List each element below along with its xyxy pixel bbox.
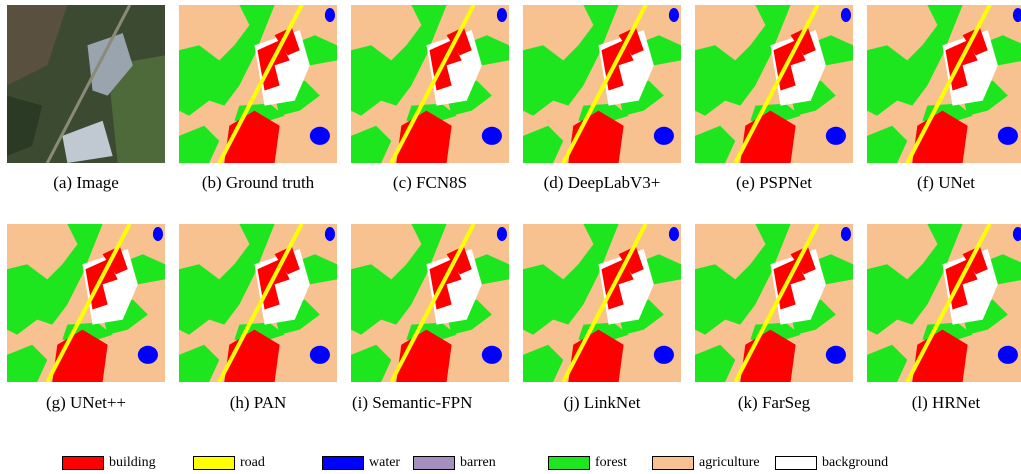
- panel-caption: (c) FCN8S: [392, 173, 468, 192]
- panel-caption: (f) UNet: [916, 173, 976, 192]
- legend-swatch: [322, 456, 364, 470]
- legend-label: background: [822, 455, 889, 470]
- segmentation-map: [350, 224, 510, 382]
- legend-swatch: [413, 456, 455, 470]
- segmentation-map: [522, 224, 682, 382]
- panel-image: [694, 224, 854, 382]
- panel-image: [178, 5, 338, 163]
- segmentation-map: [178, 5, 338, 163]
- legend-label: road: [240, 455, 265, 470]
- segmentation-map: [178, 224, 338, 382]
- panel-caption: (e) PSPNet: [735, 173, 813, 192]
- legend-label: water: [369, 455, 401, 470]
- segmentation-map: [694, 5, 854, 163]
- panel-caption: (j) LinkNet: [563, 393, 641, 412]
- panel-caption: (b) Ground truth: [201, 173, 315, 192]
- panel-image: [866, 5, 1021, 163]
- legend-label: forest: [595, 455, 627, 470]
- segmentation-map: [866, 5, 1021, 163]
- legend-label: barren: [460, 455, 496, 470]
- panel-image: [6, 224, 166, 382]
- segmentation-map: [350, 5, 510, 163]
- panel-caption: (h) PAN: [229, 393, 287, 412]
- panel-caption: (l) HRNet: [911, 393, 981, 412]
- panel-image: [6, 5, 166, 163]
- panel-image: [178, 224, 338, 382]
- panel-image: [350, 5, 510, 163]
- segmentation-map: [522, 5, 682, 163]
- panel-image: [522, 5, 682, 163]
- segmentation-map: [694, 224, 854, 382]
- panel-image: [522, 224, 682, 382]
- panel-image: [694, 5, 854, 163]
- legend-swatch: [775, 456, 817, 470]
- panel-caption: (a) Image: [53, 173, 119, 192]
- panel-caption: (k) FarSeg: [737, 393, 811, 412]
- legend-swatch: [652, 456, 694, 470]
- panel-image: [350, 224, 510, 382]
- panel-caption: (g) UNet++: [45, 393, 127, 412]
- panel-caption: (i) Semantic-FPN: [352, 393, 473, 412]
- segmentation-map: [866, 224, 1021, 382]
- segmentation-map: [6, 224, 166, 382]
- legend-label: agriculture: [699, 455, 760, 470]
- legend-swatch: [548, 456, 590, 470]
- panel-caption: (d) DeepLabV3+: [543, 173, 661, 192]
- legend-swatch: [62, 456, 104, 470]
- panel-image: [866, 224, 1021, 382]
- legend-swatch: [193, 456, 235, 470]
- legend-label: building: [109, 455, 156, 470]
- aerial-image: [6, 5, 166, 163]
